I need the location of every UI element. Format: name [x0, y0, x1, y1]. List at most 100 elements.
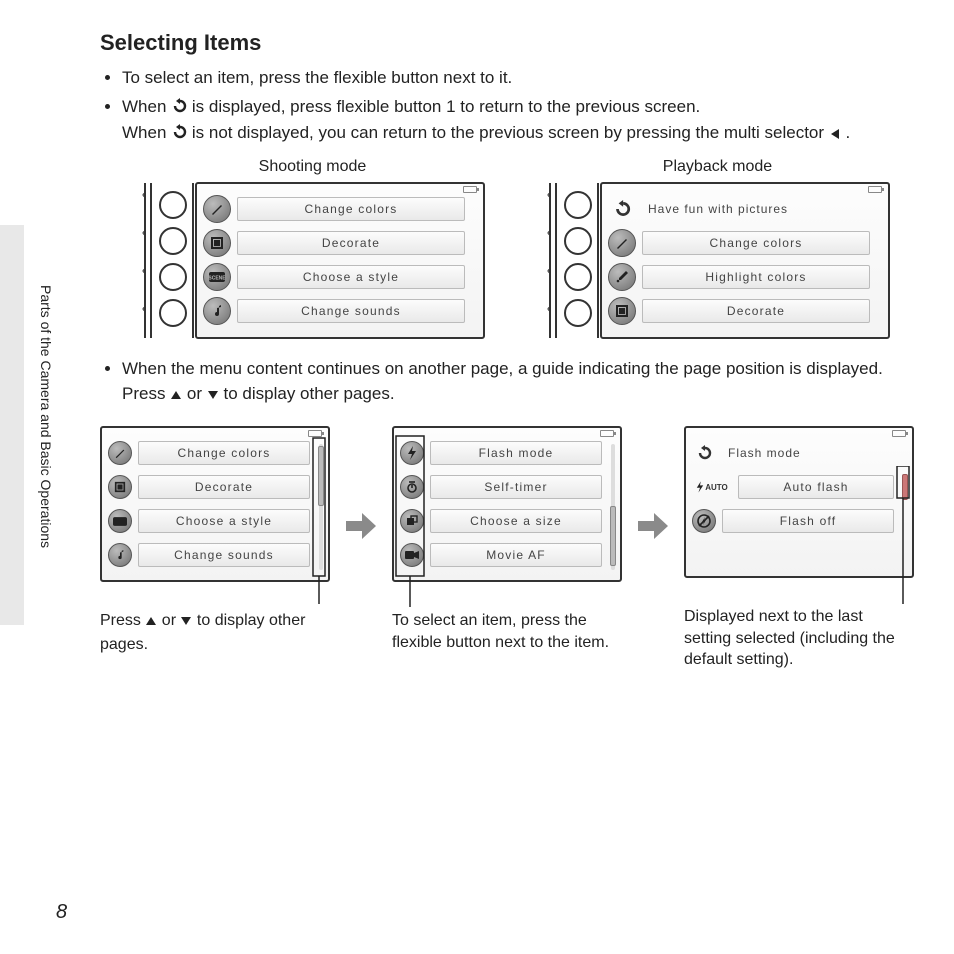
menu-item[interactable]: Flash mode: [400, 438, 602, 468]
down-triangle-icon: [180, 612, 192, 634]
note-icon: [108, 543, 132, 567]
menu-item[interactable]: Movie AF: [400, 540, 602, 570]
left-triangle-icon: [829, 123, 841, 148]
menu-label: Choose a size: [470, 514, 562, 528]
menu-item[interactable]: Highlight colors: [608, 262, 870, 292]
menu-item[interactable]: Have fun with pictures: [608, 194, 870, 224]
dropper-icon: [608, 263, 636, 291]
flow-screen-3: Flash mode AUTO Auto flash Flash off: [684, 426, 914, 578]
menu-item[interactable]: Change sounds: [108, 540, 310, 570]
menu-item[interactable]: Change colors: [608, 228, 870, 258]
menu-header: Flash mode: [728, 446, 801, 460]
last-selected-indicator: [900, 434, 908, 570]
flash-off-icon: [692, 509, 716, 533]
menu-label: Change sounds: [301, 304, 401, 318]
menu-label: Change colors: [178, 446, 271, 460]
menu-item[interactable]: Change colors: [203, 194, 465, 224]
menu-label: Flash off: [780, 514, 837, 528]
bullet-2e: .: [846, 123, 851, 142]
menu-label: Auto flash: [783, 480, 848, 494]
scene-icon: [108, 509, 132, 533]
up-triangle-icon: [170, 384, 182, 409]
bullet-3a: When the menu content continues on anoth…: [122, 359, 883, 378]
movie-icon: [400, 543, 424, 567]
menu-item[interactable]: AUTO Auto flash: [692, 472, 894, 502]
flow-screen-1: Change colors Decorate Choose a style Ch…: [100, 426, 330, 582]
brush-icon: [608, 229, 636, 257]
menu-label: Self-timer: [484, 480, 547, 494]
auto-flash-icon: AUTO: [692, 473, 732, 501]
menu-label: Change colors: [710, 236, 803, 250]
note-icon: [203, 297, 231, 325]
bullet-2a: When: [122, 97, 171, 116]
menu-label: Decorate: [322, 236, 380, 250]
scene-icon: SCENE: [203, 263, 231, 291]
menu-item[interactable]: Change colors: [108, 438, 310, 468]
flexible-buttons-left: [545, 182, 600, 339]
menu-label: Change colors: [305, 202, 398, 216]
up-triangle-icon: [145, 612, 157, 634]
down-triangle-icon: [207, 384, 219, 409]
arrow-right-icon: [636, 509, 670, 548]
frame-icon: [608, 297, 636, 325]
menu-item[interactable]: Flash off: [692, 506, 894, 536]
menu-label: Have fun with pictures: [648, 202, 788, 216]
side-section-label: Parts of the Camera and Basic Operations: [38, 285, 54, 548]
menu-item[interactable]: SCENE Choose a style: [203, 262, 465, 292]
brush-icon: [203, 195, 231, 223]
playback-mode-title: Playback mode: [545, 158, 890, 176]
shooting-mode-block: Shooting mode: [140, 158, 485, 339]
back-arrow-icon: [692, 441, 716, 465]
flexible-buttons-left: [140, 182, 195, 339]
flash-icon: [400, 441, 424, 465]
bullet-1-text: To select an item, press the flexible bu…: [122, 68, 512, 87]
menu-item[interactable]: Decorate: [108, 472, 310, 502]
page-number: 8: [56, 901, 67, 924]
bullet-3c: or: [187, 384, 207, 403]
menu-item[interactable]: Choose a size: [400, 506, 602, 536]
menu-item[interactable]: Choose a style: [108, 506, 310, 536]
menu-label: Highlight colors: [705, 270, 806, 284]
playback-mode-screen: Have fun with pictures Change colors Hig…: [600, 182, 890, 339]
menu-item[interactable]: Decorate: [203, 228, 465, 258]
caption-1: Press or to display other pages.: [100, 610, 330, 655]
bullet-2b: is displayed, press flexible button 1 to…: [192, 97, 700, 116]
menu-label: Choose a style: [303, 270, 399, 284]
menu-item[interactable]: Decorate: [608, 296, 870, 326]
frame-icon: [108, 475, 132, 499]
back-arrow-icon: [171, 123, 187, 148]
page-title: Selecting Items: [100, 30, 884, 56]
caption-3: Displayed next to the last setting selec…: [684, 606, 914, 671]
bullet-3b: Press: [122, 384, 170, 403]
bullet-2: When is displayed, press flexible button…: [122, 95, 884, 148]
menu-label: Change sounds: [174, 548, 274, 562]
brush-icon: [108, 441, 132, 465]
size-icon: [400, 509, 424, 533]
menu-label: Movie AF: [486, 548, 546, 562]
cap1b: or: [162, 612, 181, 629]
cap1a: Press: [100, 612, 145, 629]
auto-text: AUTO: [705, 483, 728, 492]
svg-text:SCENE: SCENE: [209, 275, 225, 281]
battery-icon: [868, 186, 882, 193]
page-position-guide: [608, 434, 616, 574]
side-tab: [0, 225, 24, 625]
bullet-3: When the menu content continues on anoth…: [122, 357, 884, 408]
menu-item-header[interactable]: Flash mode: [692, 438, 894, 468]
playback-mode-block: Playback mode: [545, 158, 890, 339]
bullet-1: To select an item, press the flexible bu…: [122, 66, 884, 91]
shooting-mode-title: Shooting mode: [140, 158, 485, 176]
bullet-2d: is not displayed, you can return to the …: [192, 123, 829, 142]
bullet-3d: to display other pages.: [224, 384, 395, 403]
menu-label: Choose a style: [176, 514, 272, 528]
frame-icon: [203, 229, 231, 257]
menu-label: Flash mode: [479, 446, 554, 460]
menu-item[interactable]: Self-timer: [400, 472, 602, 502]
bullet-2c: When: [122, 123, 171, 142]
timer-icon: [400, 475, 424, 499]
back-arrow-icon: [171, 97, 187, 122]
menu-item[interactable]: Change sounds: [203, 296, 465, 326]
flow-screen-2: Flash mode Self-timer Choose a size Movi…: [392, 426, 622, 582]
battery-icon: [463, 186, 477, 193]
menu-label: Decorate: [195, 480, 253, 494]
